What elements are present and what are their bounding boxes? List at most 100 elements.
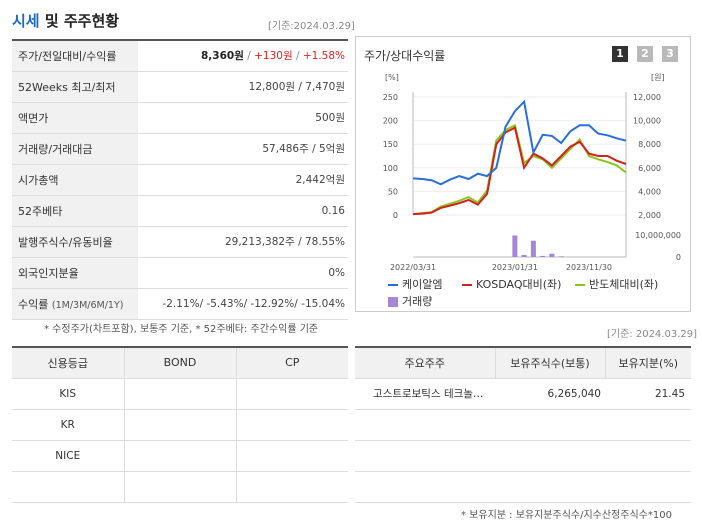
holder-name-cell	[355, 471, 495, 503]
x-tick-label: 2023/01/31	[492, 263, 538, 272]
left-tick-label: 50	[388, 187, 398, 196]
row-label: 주가/전일대비/수익률	[12, 40, 138, 72]
holder-name-cell	[355, 409, 495, 441]
table-row: 외국인지분율 0%	[12, 257, 348, 289]
right-tick-label: 8,000	[638, 140, 661, 149]
left-tick-label: 150	[383, 140, 398, 149]
legend-swatch	[462, 284, 472, 286]
volume-bar	[549, 253, 555, 257]
holder-shares-cell	[495, 440, 605, 472]
legend-swatch	[388, 297, 398, 307]
volume-bar	[530, 240, 536, 257]
rate-value: +1.58%	[302, 50, 345, 63]
legend-company: 케이알엠	[388, 276, 442, 292]
column-header: 보유지분(%)	[604, 347, 691, 379]
holder-pct-cell: 21.45	[605, 378, 691, 410]
table-row: 52주베타 0.16	[12, 195, 348, 227]
period-button-1[interactable]: 1	[612, 46, 628, 62]
bond-cell	[123, 440, 236, 472]
column-header: 신용등급	[12, 347, 124, 379]
row-value: 500원	[138, 102, 348, 134]
right-tick-label: 2,000	[638, 211, 661, 220]
row-value: 2,442억원	[138, 164, 348, 196]
table-row	[355, 471, 691, 503]
holder-shares-cell	[495, 471, 605, 503]
table-row	[355, 409, 691, 441]
series-line	[412, 123, 627, 216]
table-row: KIS	[12, 378, 348, 410]
table-row: 52Weeks 최고/최저 12,800원 / 7,470원	[12, 71, 348, 103]
row-label: 52Weeks 최고/최저	[12, 71, 138, 103]
column-header: 보유주식수(보통)	[494, 347, 605, 379]
cp-cell	[235, 409, 348, 441]
return-values: -2.11%/ -5.43%/ -12.92%/ -15.04%	[138, 288, 348, 320]
legend-volume: 거래량	[388, 293, 432, 309]
table-row: NICE	[12, 440, 348, 472]
series-line	[412, 99, 627, 186]
agency-cell: KR	[12, 409, 124, 441]
period-button-2[interactable]: 2	[637, 46, 653, 62]
major-holders-table: 주요주주 보유주식수(보통) 보유지분(%) 고스트로보틱스 테크놀… 6,26…	[355, 346, 691, 503]
table-row: 액면가 500원	[12, 102, 348, 134]
price-value: 8,360원	[201, 50, 244, 63]
table-row: 수익률 (1M/3M/6M/1Y) -2.11%/ -5.43%/ -12.92…	[12, 288, 348, 320]
row-value: 57,486주 / 5억원	[138, 133, 348, 165]
left-tick-label: 100	[383, 164, 398, 173]
table-row: 거래량/거래대금 57,486주 / 5억원	[12, 133, 348, 165]
period-button-3[interactable]: 3	[662, 46, 678, 62]
quote-table: 주가/전일대비/수익률 8,360원 / +130원 / +1.58% 52We…	[12, 39, 348, 320]
holder-pct-cell	[605, 440, 691, 472]
right-tick-label: 6,000	[638, 164, 661, 173]
cp-cell	[235, 378, 348, 410]
bond-cell	[123, 471, 236, 503]
x-tick-label: 2023/11/30	[566, 263, 612, 272]
table-row	[355, 440, 691, 472]
legend-swatch	[388, 284, 398, 286]
agency-cell: KIS	[12, 378, 124, 410]
table-row: 시가총액 2,442억원	[12, 164, 348, 196]
left-tick-label: 250	[383, 93, 398, 102]
bond-cell	[123, 378, 236, 410]
row-label: 액면가	[12, 102, 138, 134]
row-value: 12,800원 / 7,470원	[138, 71, 348, 103]
chart-title: 주가/상대수익률	[364, 49, 446, 63]
holder-pct-cell	[605, 471, 691, 503]
table-row	[12, 471, 348, 503]
column-header: 주요주주	[355, 347, 495, 379]
base-date: [기준:2024.03.29]	[268, 21, 355, 32]
volume-tick-label: 0	[676, 253, 681, 262]
table-header-row: 신용등급 BOND CP	[12, 347, 348, 379]
row-label: 발행주식수/유동비율	[12, 226, 138, 258]
holder-name-cell	[355, 440, 495, 472]
agency-cell	[12, 471, 124, 503]
holder-pct-cell	[605, 409, 691, 441]
row-label: 시가총액	[12, 164, 138, 196]
holder-shares-cell: 6,265,040	[495, 378, 605, 410]
right-tick-label: 10,000	[633, 117, 661, 126]
agency-cell: NICE	[12, 440, 124, 472]
table-row: 주가/전일대비/수익률 8,360원 / +130원 / +1.58%	[12, 40, 348, 72]
change-value: +130원	[254, 50, 293, 63]
left-unit-label: [%]	[385, 73, 399, 82]
right-unit-label: [원]	[651, 73, 665, 82]
right-tick-label: 4,000	[638, 187, 661, 196]
holder-shares-cell	[495, 409, 605, 441]
stock-chart-panel: 주가/상대수익률 1 2 3 [%] [원] 250 200 150 100 50 0 1…	[355, 36, 691, 312]
left-tick-label: 200	[383, 117, 398, 126]
column-header: CP	[235, 347, 348, 379]
row-label: 52주베타	[12, 195, 138, 227]
volume-bar	[521, 255, 527, 257]
row-label: 거래량/거래대금	[12, 133, 138, 165]
section-title: 시세 및 주주현황	[12, 12, 120, 30]
row-label: 외국인지분율	[12, 257, 138, 289]
cp-cell	[235, 440, 348, 472]
table-header-row: 주요주주 보유주식수(보통) 보유지분(%)	[355, 347, 691, 379]
volume-bar	[512, 235, 518, 257]
quote-note: * 수정주가(차트포함), 보통주 기준, * 52주베타: 주간수익률 기준	[44, 324, 319, 335]
price-chart: [%] [원] 250 200 150 100 50 0 12,000 10,000 8,00…	[383, 73, 681, 272]
table-row: KR	[12, 409, 348, 441]
legend-swatch	[575, 284, 585, 286]
row-label-sub: (1M/3M/6M/1Y)	[51, 299, 124, 311]
volume-tick-label: 10,000,000	[635, 231, 681, 240]
holder-base-date: [기준: 2024.03.29]	[607, 329, 698, 340]
